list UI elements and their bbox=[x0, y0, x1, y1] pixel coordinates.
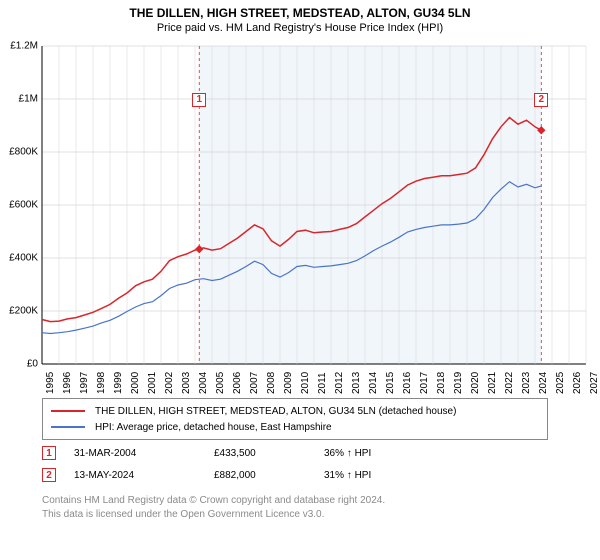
y-axis-tick-label: £800K bbox=[9, 147, 38, 158]
annotation-price: £433,500 bbox=[214, 448, 324, 459]
x-axis-tick-label: 2009 bbox=[283, 372, 294, 394]
x-axis-tick-label: 2020 bbox=[470, 372, 481, 394]
x-axis-tick-label: 2003 bbox=[181, 372, 192, 394]
legend-swatch bbox=[51, 426, 85, 428]
legend-row: THE DILLEN, HIGH STREET, MEDSTEAD, ALTON… bbox=[51, 403, 539, 419]
legend-row: HPI: Average price, detached house, East… bbox=[51, 419, 539, 435]
annotation-pct: 31% ↑ HPI bbox=[324, 470, 444, 481]
chart-container: THE DILLEN, HIGH STREET, MEDSTEAD, ALTON… bbox=[0, 0, 600, 560]
x-axis-tick-label: 1998 bbox=[96, 372, 107, 394]
legend-label: THE DILLEN, HIGH STREET, MEDSTEAD, ALTON… bbox=[95, 406, 456, 417]
x-axis-tick-label: 1997 bbox=[79, 372, 90, 394]
x-axis-tick-label: 2023 bbox=[521, 372, 532, 394]
annotation-pct: 36% ↑ HPI bbox=[324, 448, 444, 459]
x-axis-tick-label: 2001 bbox=[147, 372, 158, 394]
legend-box: THE DILLEN, HIGH STREET, MEDSTEAD, ALTON… bbox=[42, 398, 548, 440]
x-axis-tick-label: 2019 bbox=[453, 372, 464, 394]
annotation-price: £882,000 bbox=[214, 470, 324, 481]
x-axis-tick-label: 1999 bbox=[113, 372, 124, 394]
annotation-row: 2 13-MAY-2024 £882,000 31% ↑ HPI bbox=[42, 464, 444, 486]
y-axis-tick-label: £600K bbox=[9, 200, 38, 211]
x-axis-tick-label: 2007 bbox=[249, 372, 260, 394]
x-axis-tick-label: 2022 bbox=[504, 372, 515, 394]
x-axis-tick-label: 2021 bbox=[487, 372, 498, 394]
legend-label: HPI: Average price, detached house, East… bbox=[95, 422, 332, 433]
title-block: THE DILLEN, HIGH STREET, MEDSTEAD, ALTON… bbox=[0, 0, 600, 34]
x-axis-tick-label: 2011 bbox=[317, 372, 328, 394]
x-axis-tick-label: 2008 bbox=[266, 372, 277, 394]
title-main: THE DILLEN, HIGH STREET, MEDSTEAD, ALTON… bbox=[0, 6, 600, 20]
chart-callout-marker-icon: 1 bbox=[192, 93, 206, 107]
annotation-date: 13-MAY-2024 bbox=[74, 470, 214, 481]
x-axis-tick-label: 1995 bbox=[45, 372, 56, 394]
x-axis-tick-label: 2012 bbox=[334, 372, 345, 394]
legend-swatch bbox=[51, 410, 85, 412]
x-axis-tick-label: 2000 bbox=[130, 372, 141, 394]
y-axis-tick-label: £400K bbox=[9, 253, 38, 264]
y-axis-tick-label: £1.2M bbox=[10, 41, 38, 52]
title-sub: Price paid vs. HM Land Registry's House … bbox=[0, 22, 600, 34]
x-axis-tick-label: 2006 bbox=[232, 372, 243, 394]
y-axis-tick-label: £0 bbox=[27, 359, 38, 370]
x-axis-tick-label: 1996 bbox=[62, 372, 73, 394]
x-axis-tick-label: 2024 bbox=[538, 372, 549, 394]
x-axis-tick-label: 2025 bbox=[555, 372, 566, 394]
x-axis-tick-label: 2016 bbox=[402, 372, 413, 394]
footer-line: This data is licensed under the Open Gov… bbox=[42, 508, 385, 522]
chart-svg bbox=[42, 46, 586, 364]
footer-attribution: Contains HM Land Registry data © Crown c… bbox=[42, 494, 385, 521]
x-axis-tick-label: 2004 bbox=[198, 372, 209, 394]
annotation-table: 1 31-MAR-2004 £433,500 36% ↑ HPI 2 13-MA… bbox=[42, 442, 444, 486]
chart-plot-area: £0£200K£400K£600K£800K£1M£1.2M12 bbox=[42, 46, 586, 364]
footer-line: Contains HM Land Registry data © Crown c… bbox=[42, 494, 385, 508]
x-axis-tick-label: 2018 bbox=[436, 372, 447, 394]
x-axis-tick-label: 2013 bbox=[351, 372, 362, 394]
annotation-marker-icon: 1 bbox=[42, 446, 56, 460]
annotation-date: 31-MAR-2004 bbox=[74, 448, 214, 459]
y-axis-tick-label: £1M bbox=[19, 94, 38, 105]
x-axis-tick-label: 2027 bbox=[589, 372, 600, 394]
chart-callout-marker-icon: 2 bbox=[534, 93, 548, 107]
x-axis-tick-label: 2015 bbox=[385, 372, 396, 394]
annotation-row: 1 31-MAR-2004 £433,500 36% ↑ HPI bbox=[42, 442, 444, 464]
x-axis-tick-label: 2005 bbox=[215, 372, 226, 394]
y-axis-tick-label: £200K bbox=[9, 306, 38, 317]
x-axis-tick-label: 2014 bbox=[368, 372, 379, 394]
x-axis-tick-label: 2017 bbox=[419, 372, 430, 394]
x-axis-tick-label: 2010 bbox=[300, 372, 311, 394]
x-axis-tick-label: 2002 bbox=[164, 372, 175, 394]
annotation-marker-icon: 2 bbox=[42, 468, 56, 482]
x-axis-tick-label: 2026 bbox=[572, 372, 583, 394]
